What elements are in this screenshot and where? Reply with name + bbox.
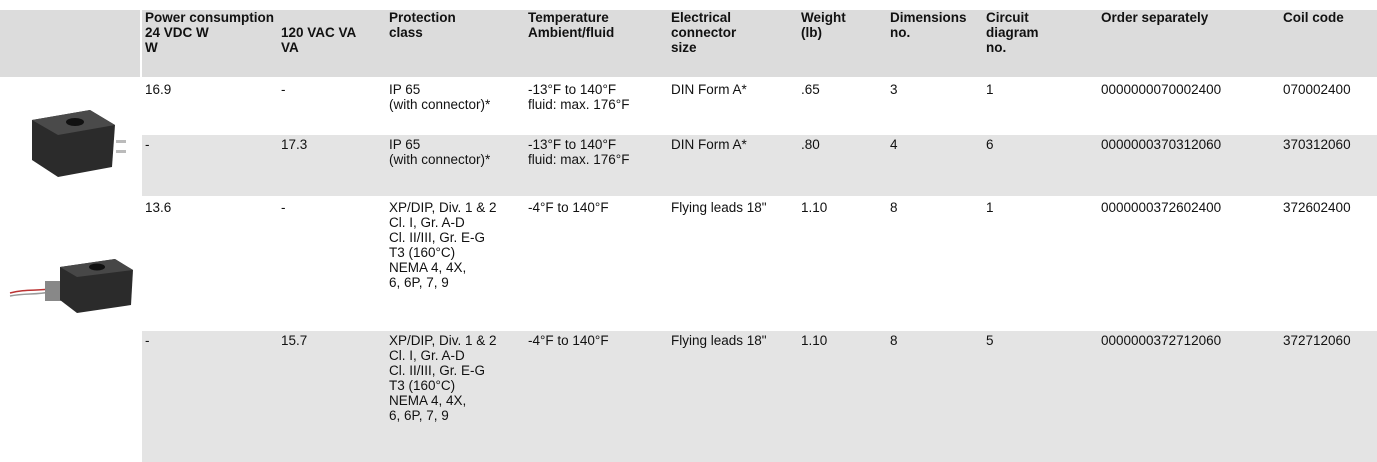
- cell: 8: [890, 333, 898, 348]
- cell: -4°F to 140°F: [528, 200, 609, 215]
- cell: 16.9: [145, 82, 171, 97]
- column-header: Dimensions no.: [890, 10, 967, 40]
- cell: -13°F to 140°F fluid: max. 176°F: [528, 137, 629, 167]
- solenoid-icon: [20, 95, 135, 180]
- cell: 3: [890, 82, 898, 97]
- cell: 6: [986, 137, 994, 152]
- cell: 372712060: [1283, 333, 1351, 348]
- row-bg: [142, 331, 1377, 462]
- cell: IP 65 (with connector)*: [389, 137, 490, 167]
- cell: 5: [986, 333, 994, 348]
- cell: 4: [890, 137, 898, 152]
- cell: 1: [986, 82, 994, 97]
- cell: 0000000370312060: [1101, 137, 1221, 152]
- header-group: Power consumption: [145, 10, 274, 25]
- cell: IP 65 (with connector)*: [389, 82, 490, 112]
- cell: .65: [801, 82, 820, 97]
- cell: XP/DIP, Div. 1 & 2 Cl. I, Gr. A-D Cl. II…: [389, 333, 497, 423]
- cell: -4°F to 140°F: [528, 333, 609, 348]
- cell: 1.10: [801, 333, 827, 348]
- cell: 1.10: [801, 200, 827, 215]
- cell: 8: [890, 200, 898, 215]
- cell: -: [145, 137, 150, 152]
- cell: DIN Form A*: [671, 82, 747, 97]
- header-bg: [0, 10, 140, 77]
- cell: -: [145, 333, 150, 348]
- cell: XP/DIP, Div. 1 & 2 Cl. I, Gr. A-D Cl. II…: [389, 200, 497, 290]
- column-header: Temperature Ambient/fluid: [528, 10, 614, 40]
- cell: 0000000372602400: [1101, 200, 1221, 215]
- cell: -: [281, 82, 286, 97]
- cell: Flying leads 18": [671, 333, 767, 348]
- column-header: 24 VDC W W: [145, 25, 209, 55]
- cell: 070002400: [1283, 82, 1351, 97]
- cell: 13.6: [145, 200, 171, 215]
- cell: DIN Form A*: [671, 137, 747, 152]
- column-header: Electrical connector size: [671, 10, 736, 55]
- cell: 17.3: [281, 137, 307, 152]
- solenoid-icon: [5, 245, 140, 320]
- cell: 372602400: [1283, 200, 1351, 215]
- spec-table: Power consumption24 VDC W W 120 VAC VA VA…: [0, 0, 1377, 462]
- cell: 0000000372712060: [1101, 333, 1221, 348]
- cell: 0000000070002400: [1101, 82, 1221, 97]
- cell: 370312060: [1283, 137, 1351, 152]
- column-header: Circuit diagram no.: [986, 10, 1039, 55]
- cut-title-band: [0, 0, 1377, 9]
- cell: -13°F to 140°F fluid: max. 176°F: [528, 82, 629, 112]
- cell: .80: [801, 137, 820, 152]
- cell: 15.7: [281, 333, 307, 348]
- cell: Flying leads 18": [671, 200, 767, 215]
- column-header: Coil code: [1283, 10, 1344, 25]
- column-header: Weight (lb): [801, 10, 846, 40]
- cell: 1: [986, 200, 994, 215]
- column-header: Protection class: [389, 10, 456, 40]
- column-header: 120 VAC VA VA: [281, 25, 356, 55]
- row-bg: [142, 198, 1377, 329]
- column-header: Order separately: [1101, 10, 1208, 25]
- cell: -: [281, 200, 286, 215]
